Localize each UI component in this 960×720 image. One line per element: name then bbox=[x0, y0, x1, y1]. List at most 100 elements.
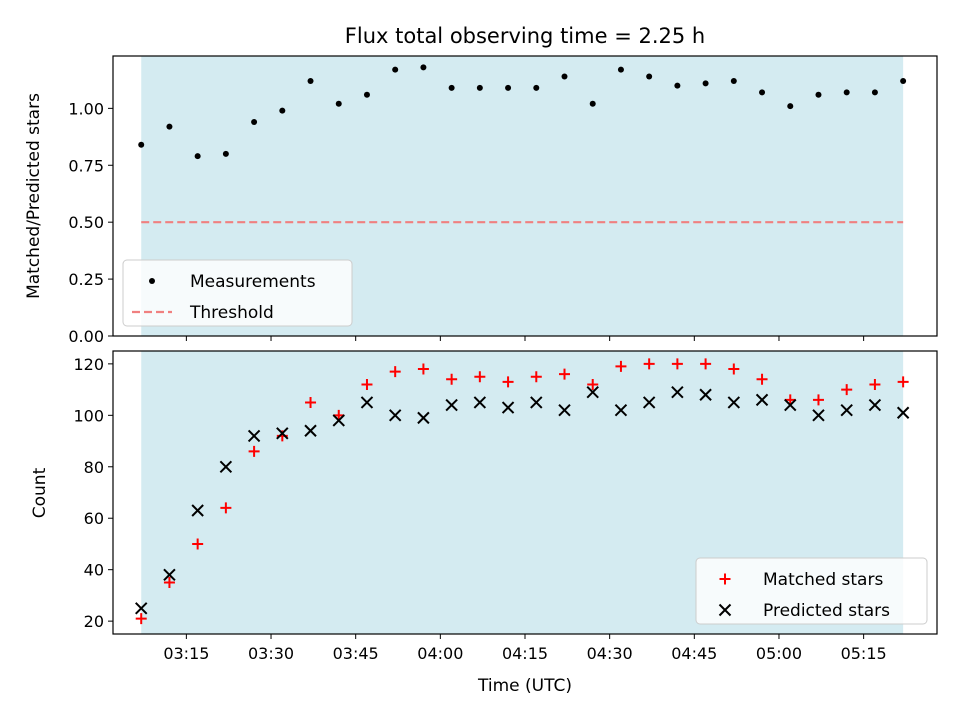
matched-star-point bbox=[446, 373, 458, 385]
bottom-y-tick-label: 40 bbox=[84, 561, 104, 580]
matched-star-point bbox=[135, 613, 147, 625]
measurement-point bbox=[702, 80, 709, 87]
measurement-point bbox=[392, 66, 399, 73]
matched-star-point bbox=[615, 360, 627, 372]
bottom-y-tick-label: 80 bbox=[84, 458, 104, 477]
predicted-star-point bbox=[699, 388, 712, 401]
bottom-y-axis-label: Count bbox=[30, 467, 50, 518]
matched-star-point bbox=[389, 366, 401, 378]
top-panel: 0.00 0.25 0.50 0.75 1.00 Measurements Threshol… bbox=[24, 55, 938, 346]
x-tick-label: 03:45 bbox=[333, 644, 379, 663]
legend-marker-x bbox=[718, 603, 732, 617]
measurement-point bbox=[476, 84, 483, 91]
measurement-point bbox=[730, 78, 737, 85]
matched-star-point bbox=[756, 373, 768, 385]
chart-title: Flux total observing time = 2.25 h bbox=[345, 24, 705, 48]
predicted-star-point bbox=[388, 409, 402, 422]
legend-label: Threshold bbox=[189, 303, 274, 323]
x-tick-label: 05:00 bbox=[756, 644, 802, 663]
x-tick-label: 05:15 bbox=[841, 644, 887, 663]
predicted-star-point bbox=[473, 396, 487, 409]
matched-star-point bbox=[728, 363, 740, 375]
matched-star-point bbox=[220, 502, 232, 514]
measurement-point bbox=[759, 89, 766, 96]
x-tick-label: 04:45 bbox=[671, 644, 717, 663]
matched-star-point bbox=[333, 409, 345, 421]
measurement-point bbox=[561, 73, 568, 80]
matched-star-point bbox=[784, 394, 796, 406]
matched-star-point bbox=[700, 358, 712, 370]
predicted-star-point bbox=[445, 398, 458, 412]
predicted-star-point bbox=[304, 424, 317, 437]
top-y-tick-label: 1.00 bbox=[68, 99, 104, 118]
x-tick-label: 04:30 bbox=[587, 644, 633, 663]
matched-star-point bbox=[192, 538, 204, 550]
predicted-star-point bbox=[586, 385, 599, 399]
measurement-point bbox=[900, 78, 907, 85]
legend-box bbox=[122, 259, 353, 327]
measurement-point bbox=[505, 84, 512, 91]
measurement-point bbox=[674, 82, 681, 89]
measurement-point bbox=[251, 119, 258, 126]
matched-star-point bbox=[163, 577, 175, 589]
matched-star-point bbox=[502, 376, 514, 388]
top-y-tick-label: 0.75 bbox=[68, 156, 104, 175]
bottom-series-0 bbox=[135, 358, 909, 625]
measurement-point bbox=[589, 100, 596, 107]
bottom-y-tick-label: 20 bbox=[84, 612, 104, 631]
predicted-star-point bbox=[868, 398, 882, 412]
x-axis-label: Time (UTC) bbox=[477, 676, 572, 696]
measurement-point bbox=[307, 78, 314, 85]
predicted-star-point bbox=[530, 396, 543, 409]
predicted-star-point bbox=[896, 406, 910, 419]
predicted-star-point bbox=[219, 460, 233, 473]
matched-star-point bbox=[248, 445, 260, 457]
predicted-star-point bbox=[417, 411, 430, 425]
measurement-point bbox=[222, 150, 229, 157]
legend-label: Predicted stars bbox=[763, 601, 890, 621]
measurement-point bbox=[194, 153, 201, 160]
legend-box bbox=[695, 557, 928, 625]
bottom-series-1 bbox=[135, 385, 910, 615]
predicted-star-point bbox=[276, 427, 289, 440]
matched-star-point bbox=[361, 378, 373, 390]
predicted-star-point bbox=[332, 414, 345, 427]
measurement-point bbox=[871, 89, 878, 96]
measurement-point bbox=[335, 100, 342, 107]
matched-star-point bbox=[841, 384, 853, 396]
top-y-tick-label: 0.00 bbox=[68, 327, 104, 346]
predicted-star-point bbox=[642, 396, 656, 409]
matched-star-point bbox=[587, 378, 599, 390]
predicted-star-point bbox=[784, 398, 797, 412]
top-y-tick-label: 0.50 bbox=[68, 213, 104, 232]
matched-star-point bbox=[530, 371, 542, 383]
predicted-star-point bbox=[558, 403, 571, 417]
matched-star-point bbox=[869, 378, 881, 390]
measurement-point bbox=[363, 91, 370, 98]
predicted-star-point bbox=[360, 396, 374, 409]
matched-star-point bbox=[474, 371, 486, 383]
measurement-point bbox=[533, 84, 540, 91]
bottom-y-tick-label: 120 bbox=[73, 355, 104, 374]
matched-star-point bbox=[671, 358, 683, 370]
legend-marker-dot bbox=[149, 278, 155, 284]
bottom-panel: 20 40 60 80 100 120 03:15 03:30 03:45 04:00 04:15 0… bbox=[30, 350, 938, 696]
matched-star-point bbox=[897, 376, 909, 388]
predicted-star-point bbox=[191, 504, 204, 517]
matched-star-point bbox=[643, 358, 655, 370]
measurement-point bbox=[420, 64, 427, 71]
legend-label: Matched stars bbox=[763, 570, 883, 590]
x-tick-label: 04:15 bbox=[502, 644, 548, 663]
predicted-star-point bbox=[614, 403, 628, 417]
top-legend: Measurements Threshold bbox=[122, 259, 353, 327]
x-tick-label: 03:15 bbox=[163, 644, 209, 663]
top-y-axis-label: Matched/Predicted stars bbox=[24, 93, 44, 299]
predicted-star-point bbox=[501, 401, 515, 414]
predicted-star-point bbox=[727, 396, 741, 409]
legend-label: Measurements bbox=[190, 272, 316, 292]
x-tick-label: 04:00 bbox=[417, 644, 463, 663]
predicted-star-point bbox=[671, 385, 684, 399]
bottom-y-tick-label: 60 bbox=[84, 509, 104, 528]
measurement-point bbox=[166, 123, 173, 130]
